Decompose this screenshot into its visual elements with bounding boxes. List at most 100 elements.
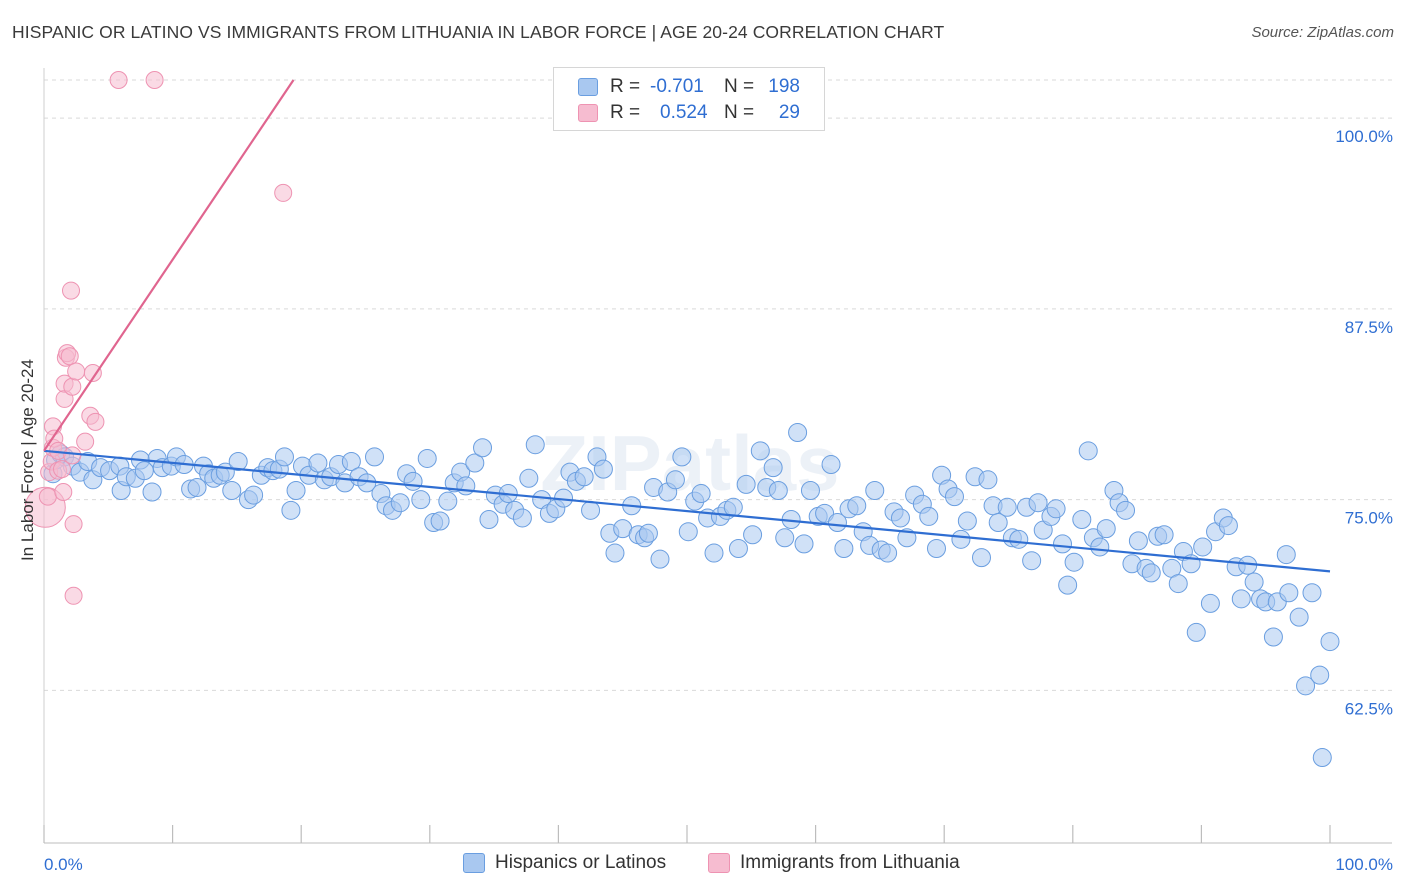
data-point-hispanics [1302,583,1322,603]
data-point-hispanics [1312,748,1332,768]
legend-swatch-blue [578,78,598,96]
data-point-hispanics [1078,441,1098,461]
data-point-hispanics [897,528,917,548]
data-point-hispanics [743,525,763,545]
data-point-hispanics [1072,509,1092,529]
data-point-lithuania [53,460,72,479]
data-point-hispanics [1244,572,1264,592]
trend-lines [43,79,1331,573]
data-point-hispanics [1218,516,1238,536]
data-point-hispanics [1310,665,1330,685]
data-point-hispanics [228,452,248,471]
data-point-hispanics [512,508,532,528]
data-point-lithuania [63,377,82,396]
legend-row-hispanics: R = -0.701 N = 198 [578,75,800,99]
data-point-hispanics [365,447,385,467]
bottom-legend-swatch-pink [708,853,730,873]
data-point-lithuania [64,515,83,534]
data-point-hispanics [1200,593,1220,613]
legend-n-value: 29 [778,102,800,123]
data-point-lithuania [64,586,83,605]
data-point-hispanics [944,487,964,507]
data-point-hispanics [274,447,294,467]
data-point-hispanics [847,496,867,516]
data-point-hispanics [473,438,493,458]
data-point-hispanics [519,468,539,488]
data-point-hispanics [951,529,971,549]
trend-line-lithuania [43,79,295,452]
bottom-legend-hispanics: Hispanics or Latinos [463,852,666,874]
data-point-hispanics [574,467,594,487]
data-point-hispanics [1028,493,1048,513]
data-point-lithuania [63,446,82,465]
y-tick-label: 75.0% [1345,509,1393,528]
data-point-hispanics [581,500,601,520]
data-point-hispanics [456,476,476,496]
source-label: Source: ZipAtlas.com [1251,24,1394,41]
data-point-hispanics [723,497,743,517]
data-point-lithuania [86,412,105,431]
legend-n-label: N = [724,102,755,123]
data-point-lithuania [38,487,57,506]
data-point-hispanics [1128,531,1148,551]
data-point-hispanics [750,441,770,461]
data-point-hispanics [1064,552,1084,572]
data-point-hispanics [341,452,361,471]
bottom-legend-swatch-blue [463,853,485,873]
data-point-hispanics [1231,589,1251,609]
x-tick-label: 0.0% [44,855,83,874]
data-point-hispanics [678,522,698,542]
bottom-legend-label: Immigrants from Lithuania [740,852,960,873]
data-point-hispanics [281,500,301,520]
data-point-hispanics [1154,525,1174,545]
legend-n-value: 198 [768,76,800,97]
data-point-hispanics [997,497,1017,517]
data-point-hispanics [926,538,946,558]
data-point-lithuania [274,183,293,202]
data-point-hispanics [411,490,431,510]
y-axis-label: In Labor Force | Age 20-24 [18,359,37,561]
data-point-hispanics [1046,499,1066,519]
data-point-hispanics [878,543,898,563]
data-point-hispanics [957,511,977,531]
data-point-lithuania [67,362,86,381]
data-point-hispanics [763,458,783,478]
legend-r-label: R = [610,76,641,97]
data-point-hispanics [665,470,685,490]
data-point-hispanics [919,506,939,526]
data-point-hispanics [834,538,854,558]
data-point-hispanics [187,477,207,497]
series-lithuania-points [24,71,293,605]
axes [43,68,1392,844]
data-point-hispanics [417,448,437,468]
data-point-lithuania [76,432,95,451]
data-point-hispanics [638,523,658,543]
data-point-hispanics [691,484,711,504]
data-point-hispanics [134,461,154,481]
data-point-hispanics [988,513,1008,533]
data-point-hispanics [403,471,423,491]
data-point-hispanics [286,480,306,500]
data-point-lithuania [83,363,102,382]
tick-labels: 62.5% 75.0% 87.5% 100.0% 0.0% 100.0% [44,127,1393,874]
legend-r-value: 0.524 [660,102,708,123]
data-point-hispanics [800,480,820,500]
data-point-hispanics [308,453,328,473]
legend-n-label: N = [724,76,755,97]
data-point-hispanics [142,482,162,502]
data-point-hispanics [1009,529,1029,549]
legend-row-lithuania: R = 0.524 N = 29 [578,101,800,125]
data-point-hispanics [1090,537,1110,557]
data-point-hispanics [593,459,613,479]
data-point-hispanics [736,474,756,494]
data-point-hispanics [1053,534,1073,554]
data-point-hispanics [1276,545,1296,565]
data-point-hispanics [525,435,545,455]
y-tick-label: 87.5% [1345,318,1393,337]
data-point-lithuania [145,71,164,89]
data-point-hispanics [768,480,788,500]
data-point-hispanics [1116,500,1136,520]
data-point-hispanics [890,508,910,528]
y-tick-label: 62.5% [1345,699,1393,718]
data-point-hispanics [672,447,692,467]
